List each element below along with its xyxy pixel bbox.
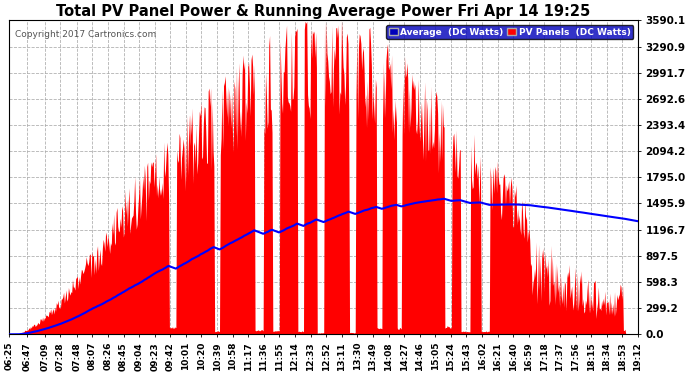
Text: Copyright 2017 Cartronics.com: Copyright 2017 Cartronics.com: [15, 30, 156, 39]
Legend: Average  (DC Watts), PV Panels  (DC Watts): Average (DC Watts), PV Panels (DC Watts): [386, 25, 633, 39]
Title: Total PV Panel Power & Running Average Power Fri Apr 14 19:25: Total PV Panel Power & Running Average P…: [56, 4, 591, 19]
